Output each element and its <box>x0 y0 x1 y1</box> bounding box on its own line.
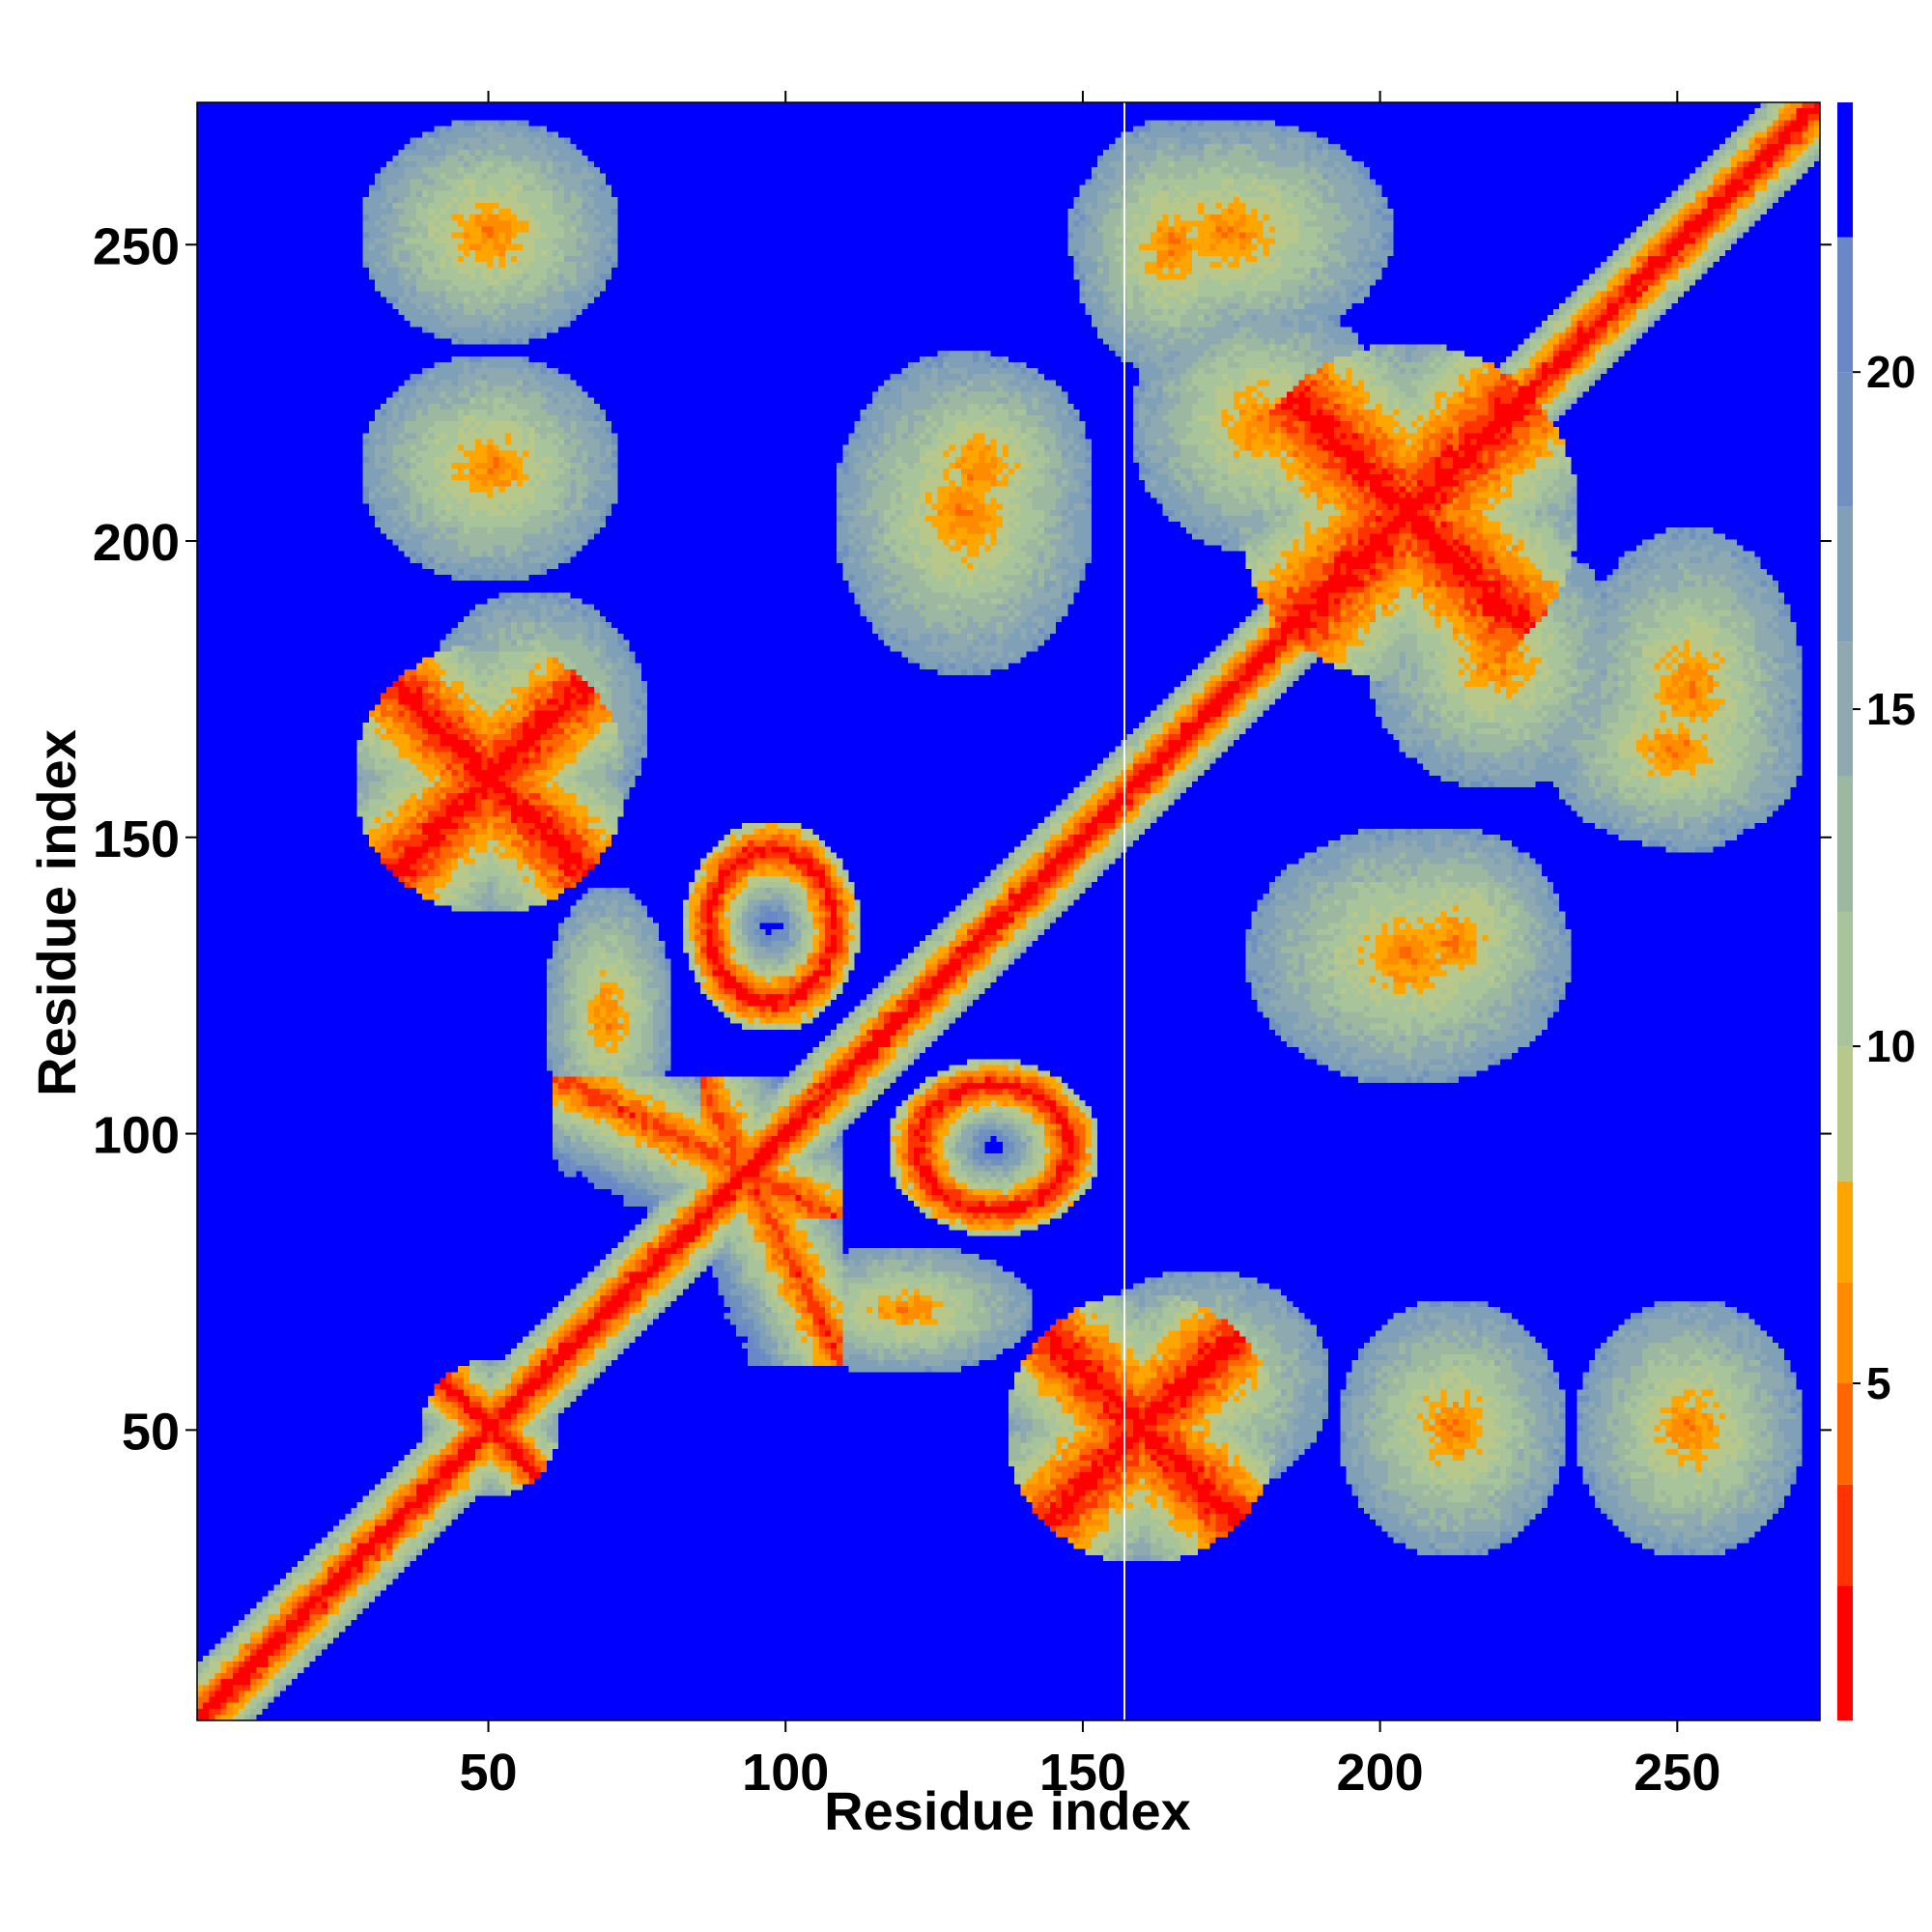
x-tick-label: 150 <box>1039 1744 1126 1802</box>
x-tick-label: 100 <box>742 1744 829 1802</box>
x-tick-label: 200 <box>1337 1744 1424 1802</box>
x-tick-label: 50 <box>459 1744 517 1802</box>
colorbar-tick-label: 20 <box>1866 347 1916 397</box>
colorbar-level <box>1837 1383 1853 1485</box>
x-tick-label: 250 <box>1634 1744 1720 1802</box>
y-tick-label: 50 <box>122 1403 180 1461</box>
colorbar: 5 10 15 20 <box>1837 102 1916 1720</box>
colorbar-tick-label: 15 <box>1866 684 1916 734</box>
x-axis-label: Residue index <box>824 1780 1191 1841</box>
y-tick-label: 200 <box>93 514 180 572</box>
heatmap-cells <box>197 102 1820 1720</box>
colorbar-level <box>1837 776 1853 912</box>
colorbar-level <box>1837 1484 1853 1586</box>
heatmap-plot-area <box>196 101 1821 1721</box>
y-tick-label: 150 <box>93 810 180 868</box>
plot-frame <box>196 101 1821 1721</box>
colorbar-level <box>1837 1282 1853 1384</box>
y-tick-label: 100 <box>93 1107 180 1165</box>
colorbar-level <box>1837 372 1853 507</box>
colorbar-level <box>1837 641 1853 777</box>
colorbar-level <box>1837 1046 1853 1181</box>
colorbar-level <box>1837 506 1853 642</box>
colorbar-level <box>1837 1585 1853 1720</box>
y-tick-label: 250 <box>93 217 180 275</box>
colorbar-level <box>1837 1180 1853 1283</box>
x-axis: 50 100 150 200 250 <box>459 91 1720 1802</box>
colorbar-tick-label: 5 <box>1866 1358 1891 1408</box>
y-axis-label: Residue index <box>26 729 87 1096</box>
colorbar-level <box>1837 102 1853 238</box>
colorbar-level <box>1837 237 1853 373</box>
y-axis: 50 100 150 200 250 <box>93 217 1832 1461</box>
colorbar-level <box>1837 911 1853 1047</box>
colorbar-tick-label: 10 <box>1866 1021 1916 1071</box>
